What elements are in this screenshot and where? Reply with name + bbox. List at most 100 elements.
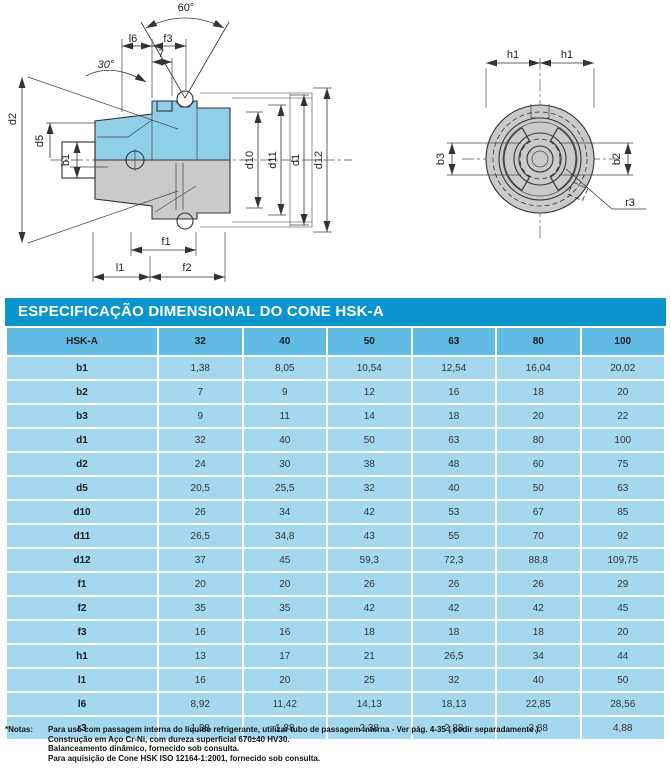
dim-label-b1: b1 [60,154,72,166]
dim-label-b3: b3 [435,153,447,165]
value-cell: 3,88 [497,717,580,739]
end-view: h1 h1 b3 b2 r3 [435,49,646,238]
drive-slot-left [503,127,531,191]
value-cell: 30 [243,453,326,475]
table-row: b3 9 11 14 18 20 22 [7,405,664,427]
value-cell: 37 [159,549,242,571]
value-cell: 14 [328,405,411,427]
section-upper-half [94,100,231,161]
technical-drawing: 60° l6 f3 7 30° d2 d5 b1 [7,2,646,282]
table-body: b1 1,38 8,05 10,54 12,54 16,04 20,02 b2 7 9 12 16 18… [7,357,664,739]
value-cell: 100 [581,429,664,451]
dim-label-l1: l1 [116,262,125,274]
value-cell: 20,02 [581,357,664,379]
value-cell: 67 [497,501,580,523]
column-header: 50 [328,328,411,355]
table-row: f2 35 35 42 42 42 45 [7,597,664,619]
value-cell: 88,8 [497,549,580,571]
value-cell: 85 [581,501,664,523]
column-header: 63 [412,328,495,355]
side-section-view [50,90,352,230]
value-cell: 26 [159,501,242,523]
row-label: b1 [7,357,157,379]
table-header-row: HSK-A 32 40 50 63 80 100 [7,328,664,355]
row-label: d11 [7,525,157,547]
table-row: f1 20 20 26 26 26 29 [7,573,664,595]
row-label: d1 [7,429,157,451]
value-cell: 26 [328,573,411,595]
dim-label-h1-right: h1 [561,49,573,61]
spec-table: HSK-A 32 40 50 63 80 100 b1 1,38 8,05 10,54 12,54 1… [5,326,666,741]
value-cell: 12,54 [412,357,495,379]
column-header: 32 [159,328,242,355]
value-cell: 48 [412,453,495,475]
footnotes: *Notas: Para uso com passagem interna do… [5,725,666,763]
ball-bottom-icon [176,212,194,230]
value-cell: 16 [159,621,242,643]
column-header: 40 [243,328,326,355]
value-cell: 9 [159,405,242,427]
row-label: f2 [7,597,157,619]
table-row: d11 26,5 34,8 43 55 70 92 [7,525,664,547]
value-cell: 24 [159,453,242,475]
table-row: d5 20,5 25,5 32 40 50 63 [7,477,664,499]
value-cell: 16 [412,381,495,403]
value-cell: 20 [159,573,242,595]
value-cell: 8,05 [243,357,326,379]
drive-slot-right [549,127,577,191]
value-cell: 14,13 [328,693,411,715]
value-cell: 45 [243,549,326,571]
dim-label-f1: f1 [161,236,170,248]
value-cell: 4,88 [581,717,664,739]
column-header: 100 [581,328,664,355]
key-slot [156,100,173,112]
value-cell: 34 [497,645,580,667]
flange-outer-circle [485,104,595,214]
dim-label-d10: d10 [244,151,256,169]
value-cell: 20,5 [159,477,242,499]
value-cell: 11,42 [243,693,326,715]
value-cell: 18 [497,381,580,403]
dim-label-h1-left: h1 [507,49,519,61]
row-label: b3 [7,405,157,427]
row-label: d10 [7,501,157,523]
note-line: Para uso com passagem interna do líquido… [48,725,541,734]
value-cell: 40 [497,669,580,691]
dim-label-d2: d2 [7,113,19,125]
value-cell: 75 [581,453,664,475]
value-cell: 11 [243,405,326,427]
value-cell: 2,88 [412,717,495,739]
value-cell: 25 [328,669,411,691]
value-cell: 72,3 [412,549,495,571]
value-cell: 50 [497,477,580,499]
value-cell: 18 [412,405,495,427]
value-cell: 35 [243,597,326,619]
value-cell: 10,54 [328,357,411,379]
table-title: ESPECIFICAÇÃO DIMENSIONAL DO CONE HSK-A [5,298,666,326]
value-cell: 18 [497,621,580,643]
value-cell: 16 [159,669,242,691]
value-cell: 7 [159,381,242,403]
value-cell: 20 [581,621,664,643]
note-line: Para aquisição de Cone HSK ISO 12164-1:2… [48,753,321,763]
table-row: h1 13 17 21 26,5 34 44 [7,645,664,667]
value-cell: 18 [328,621,411,643]
value-cell: 22,85 [497,693,580,715]
value-cell: 18 [412,621,495,643]
table-row: l1 16 20 25 32 40 50 [7,669,664,691]
table-row: d2 24 30 38 48 60 75 [7,453,664,475]
value-cell: 44 [581,645,664,667]
value-cell: 13 [159,645,242,667]
corner-header: HSK-A [7,328,157,355]
table-row: l6 8,92 11,42 14,13 18,13 22,85 28,56 [7,693,664,715]
table-row: d1 32 40 50 63 80 100 [7,429,664,451]
value-cell: 34,8 [243,525,326,547]
center-bore [526,145,554,173]
dim-label-angle60: 60° [178,2,195,14]
value-cell: 70 [497,525,580,547]
value-cell: 38 [328,453,411,475]
value-cell: 21 [328,645,411,667]
table-row: b1 1,38 8,05 10,54 12,54 16,04 20,02 [7,357,664,379]
value-cell: 40 [243,429,326,451]
value-cell: 60 [497,453,580,475]
